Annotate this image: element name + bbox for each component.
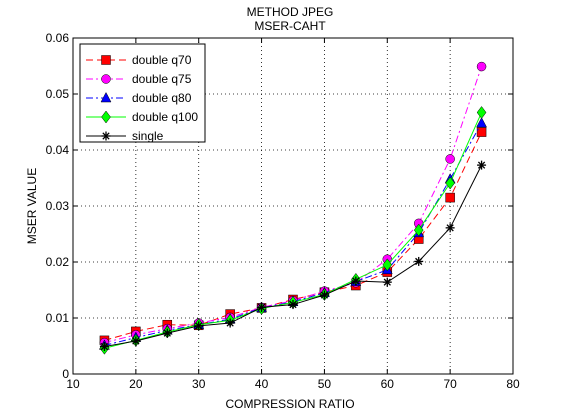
legend-item: double q80 [86,91,192,105]
data-point [99,342,109,352]
legend-label: single [132,129,164,143]
series-line [104,131,483,341]
legend-label: double q75 [132,72,192,86]
star-stroke [446,224,454,232]
y-tick-label: 0.01 [46,311,70,325]
star-stroke [132,337,140,345]
star-stroke [102,132,110,140]
legend-item: single [86,129,164,143]
series-line [104,164,483,348]
star-stroke [289,300,297,309]
legend: double q70 double q75 double q80 double q10… [79,43,206,143]
chart-subtitle: MSER-CAHT [254,19,326,33]
series-double-q100 [99,106,487,355]
x-tick-label: 80 [506,377,520,391]
legend-item: double q75 [86,72,192,86]
data-point [414,256,424,266]
x-tick-label: 50 [318,377,332,391]
data-point [257,302,267,312]
star-stroke [352,277,360,285]
data-point [477,160,487,170]
star-stroke [100,342,109,351]
data-point [351,276,361,286]
data-point [382,277,392,287]
data-point [476,61,487,72]
legend-marker [101,131,111,141]
legend-marker [100,91,112,103]
data-point [445,223,455,233]
y-tick-label: 0.04 [46,143,70,157]
y-tick-label: 0.05 [46,87,70,101]
series-double-q80 [99,117,487,350]
data-point [476,127,487,137]
series-line [104,112,483,349]
data-point [382,258,393,272]
x-tick-label: 20 [129,377,143,391]
x-tick-label: 30 [192,377,206,391]
y-tick-label: 0.02 [46,255,70,269]
star-stroke [195,322,203,330]
legend-marker [101,55,111,65]
data-point [476,117,487,128]
legend-marker [101,110,111,124]
y-tick-label: 0 [62,367,69,381]
legend-item: double q70 [86,53,192,67]
axis-ticks: 10 20 30 40 50 60 70 80 0 0.01 0.02 0.03 0.04 0.05 0.0… [46,31,520,391]
data-point [445,154,455,164]
x-tick-label: 10 [66,377,80,391]
data-point [445,192,455,203]
legend-label: double q100 [132,110,198,124]
data-point [445,176,455,190]
star-stroke [257,303,266,312]
data-point [476,106,487,119]
legend-label: double q80 [132,91,192,105]
star-stroke [163,329,171,337]
star-stroke [226,319,234,327]
star-stroke [415,257,423,266]
data-point [413,223,424,237]
star-stroke [383,278,391,286]
series-single [99,160,487,352]
series-layer [99,61,487,355]
chart-title: METHOD JPEG [247,5,334,19]
y-tick-label: 0.06 [46,31,70,45]
x-tick-label: 60 [381,377,395,391]
data-point [131,336,141,346]
y-axis-label: MSER VALUE [25,168,39,244]
data-point [319,290,329,300]
series-double-q70 [99,127,487,346]
data-point [162,328,172,338]
data-point [225,318,235,328]
x-axis-label: COMPRESSION RATIO [225,397,354,411]
star-stroke [320,291,329,299]
data-point [288,300,298,310]
legend-label: double q70 [132,53,192,67]
star-stroke [477,161,486,169]
x-tick-label: 70 [443,377,457,391]
series-line [104,122,483,346]
legend-marker [101,74,111,84]
data-point [194,321,204,331]
legend-item: double q100 [86,110,198,124]
x-tick-label: 40 [255,377,269,391]
y-tick-label: 0.03 [46,199,70,213]
